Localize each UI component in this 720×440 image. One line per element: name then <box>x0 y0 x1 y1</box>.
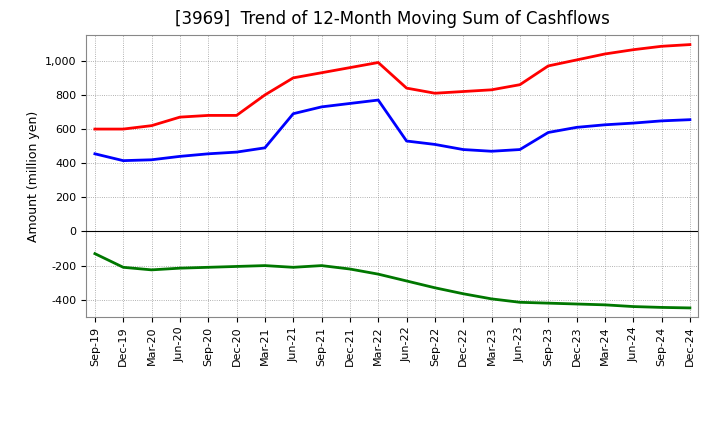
Investing Cashflow <box>176 265 184 271</box>
Operating Cashflow <box>261 92 269 98</box>
Free Cashflow <box>431 142 439 147</box>
Free Cashflow <box>318 104 326 110</box>
Operating Cashflow <box>544 63 552 69</box>
Investing Cashflow <box>261 263 269 268</box>
Investing Cashflow <box>233 264 241 269</box>
Investing Cashflow <box>346 266 354 271</box>
Line: Investing Cashflow: Investing Cashflow <box>95 253 690 308</box>
Title: [3969]  Trend of 12-Month Moving Sum of Cashflows: [3969] Trend of 12-Month Moving Sum of C… <box>175 10 610 28</box>
Free Cashflow <box>600 122 609 128</box>
Operating Cashflow <box>459 89 467 94</box>
Investing Cashflow <box>431 285 439 290</box>
Free Cashflow <box>261 145 269 150</box>
Investing Cashflow <box>516 300 524 305</box>
Operating Cashflow <box>176 114 184 120</box>
Free Cashflow <box>572 125 581 130</box>
Free Cashflow <box>176 154 184 159</box>
Free Cashflow <box>516 147 524 152</box>
Operating Cashflow <box>685 42 694 47</box>
Free Cashflow <box>629 121 637 126</box>
Investing Cashflow <box>148 267 156 272</box>
Investing Cashflow <box>119 265 127 270</box>
Investing Cashflow <box>629 304 637 309</box>
Y-axis label: Amount (million yen): Amount (million yen) <box>27 110 40 242</box>
Operating Cashflow <box>600 51 609 57</box>
Investing Cashflow <box>685 305 694 311</box>
Investing Cashflow <box>544 301 552 306</box>
Operating Cashflow <box>431 91 439 96</box>
Free Cashflow <box>374 97 382 103</box>
Operating Cashflow <box>318 70 326 75</box>
Line: Free Cashflow: Free Cashflow <box>95 100 690 161</box>
Free Cashflow <box>233 150 241 155</box>
Free Cashflow <box>289 111 297 116</box>
Line: Operating Cashflow: Operating Cashflow <box>95 44 690 129</box>
Investing Cashflow <box>459 291 467 297</box>
Investing Cashflow <box>572 301 581 307</box>
Operating Cashflow <box>402 85 411 91</box>
Investing Cashflow <box>402 279 411 284</box>
Operating Cashflow <box>346 65 354 70</box>
Free Cashflow <box>402 138 411 143</box>
Operating Cashflow <box>289 75 297 81</box>
Operating Cashflow <box>148 123 156 128</box>
Free Cashflow <box>119 158 127 163</box>
Operating Cashflow <box>487 87 496 92</box>
Free Cashflow <box>91 151 99 157</box>
Free Cashflow <box>487 149 496 154</box>
Operating Cashflow <box>204 113 212 118</box>
Operating Cashflow <box>516 82 524 87</box>
Operating Cashflow <box>233 113 241 118</box>
Free Cashflow <box>346 101 354 106</box>
Investing Cashflow <box>318 263 326 268</box>
Free Cashflow <box>544 130 552 135</box>
Free Cashflow <box>685 117 694 122</box>
Free Cashflow <box>459 147 467 152</box>
Operating Cashflow <box>374 60 382 65</box>
Operating Cashflow <box>119 126 127 132</box>
Investing Cashflow <box>487 296 496 301</box>
Operating Cashflow <box>657 44 666 49</box>
Investing Cashflow <box>289 265 297 270</box>
Operating Cashflow <box>91 126 99 132</box>
Investing Cashflow <box>91 251 99 256</box>
Investing Cashflow <box>600 302 609 308</box>
Investing Cashflow <box>657 305 666 310</box>
Free Cashflow <box>657 118 666 124</box>
Operating Cashflow <box>629 47 637 52</box>
Investing Cashflow <box>374 271 382 277</box>
Free Cashflow <box>204 151 212 157</box>
Operating Cashflow <box>572 57 581 62</box>
Free Cashflow <box>148 157 156 162</box>
Investing Cashflow <box>204 265 212 270</box>
